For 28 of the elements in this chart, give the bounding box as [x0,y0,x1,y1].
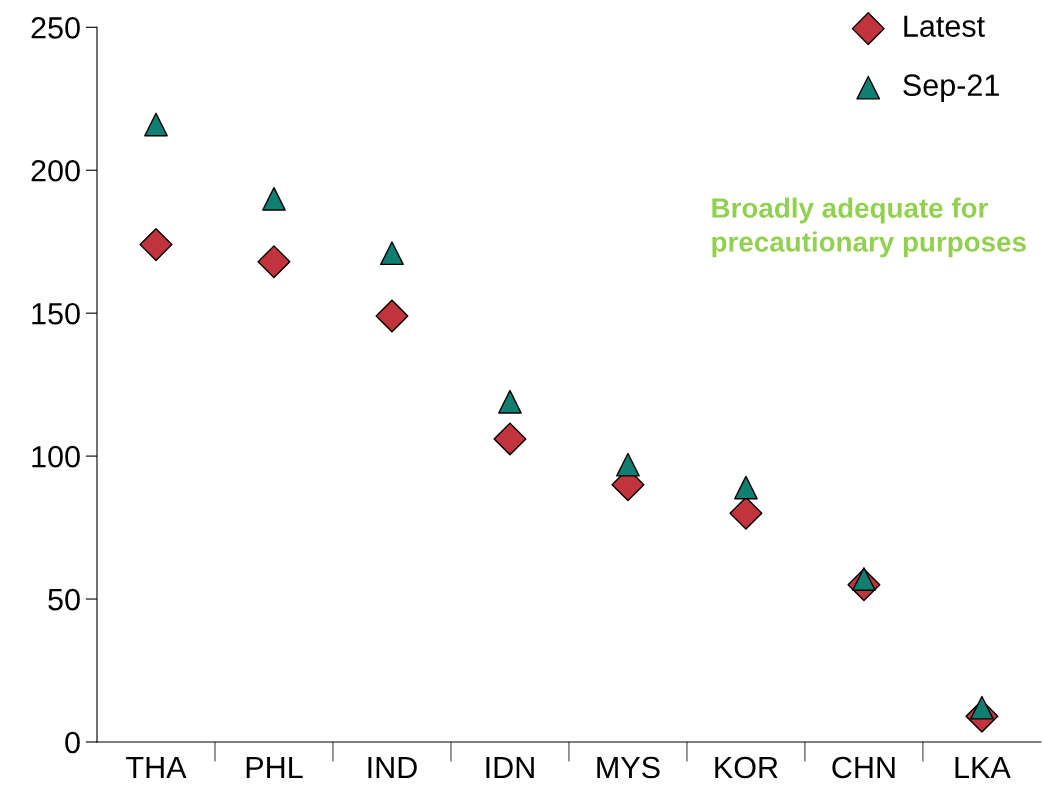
x-tick-label: IND [368,756,417,778]
y-tick-label: 250 [31,17,80,39]
point [375,299,409,333]
x-tick-label: CHN [832,756,895,779]
point [380,241,404,266]
x-tick-label: IDN [486,756,534,778]
point [498,389,522,414]
point [729,496,763,530]
y-tick-label: 50 [48,588,80,611]
point [139,228,173,262]
point [493,422,527,456]
x-tick-label: THA [126,756,187,778]
x-tick-label: PHL [246,756,303,778]
x-tick-label: LKA [955,756,1011,778]
point [262,186,286,211]
y-tick-label: 150 [32,302,80,325]
y-tick-label: 100 [32,445,80,468]
point [616,452,640,477]
point [144,112,168,137]
y-tick-label: 0 [65,731,80,754]
point [734,475,758,500]
x-tick-label: MYS [597,756,660,779]
legend-label: Sep-21 [903,74,999,103]
x-tick-label: KOR [715,756,778,779]
point [257,245,291,279]
legend-label: Latest [904,15,985,37]
annotation: Broadly adequate for precautionary purposes [712,197,1026,258]
y-tick-label: 200 [31,159,80,182]
